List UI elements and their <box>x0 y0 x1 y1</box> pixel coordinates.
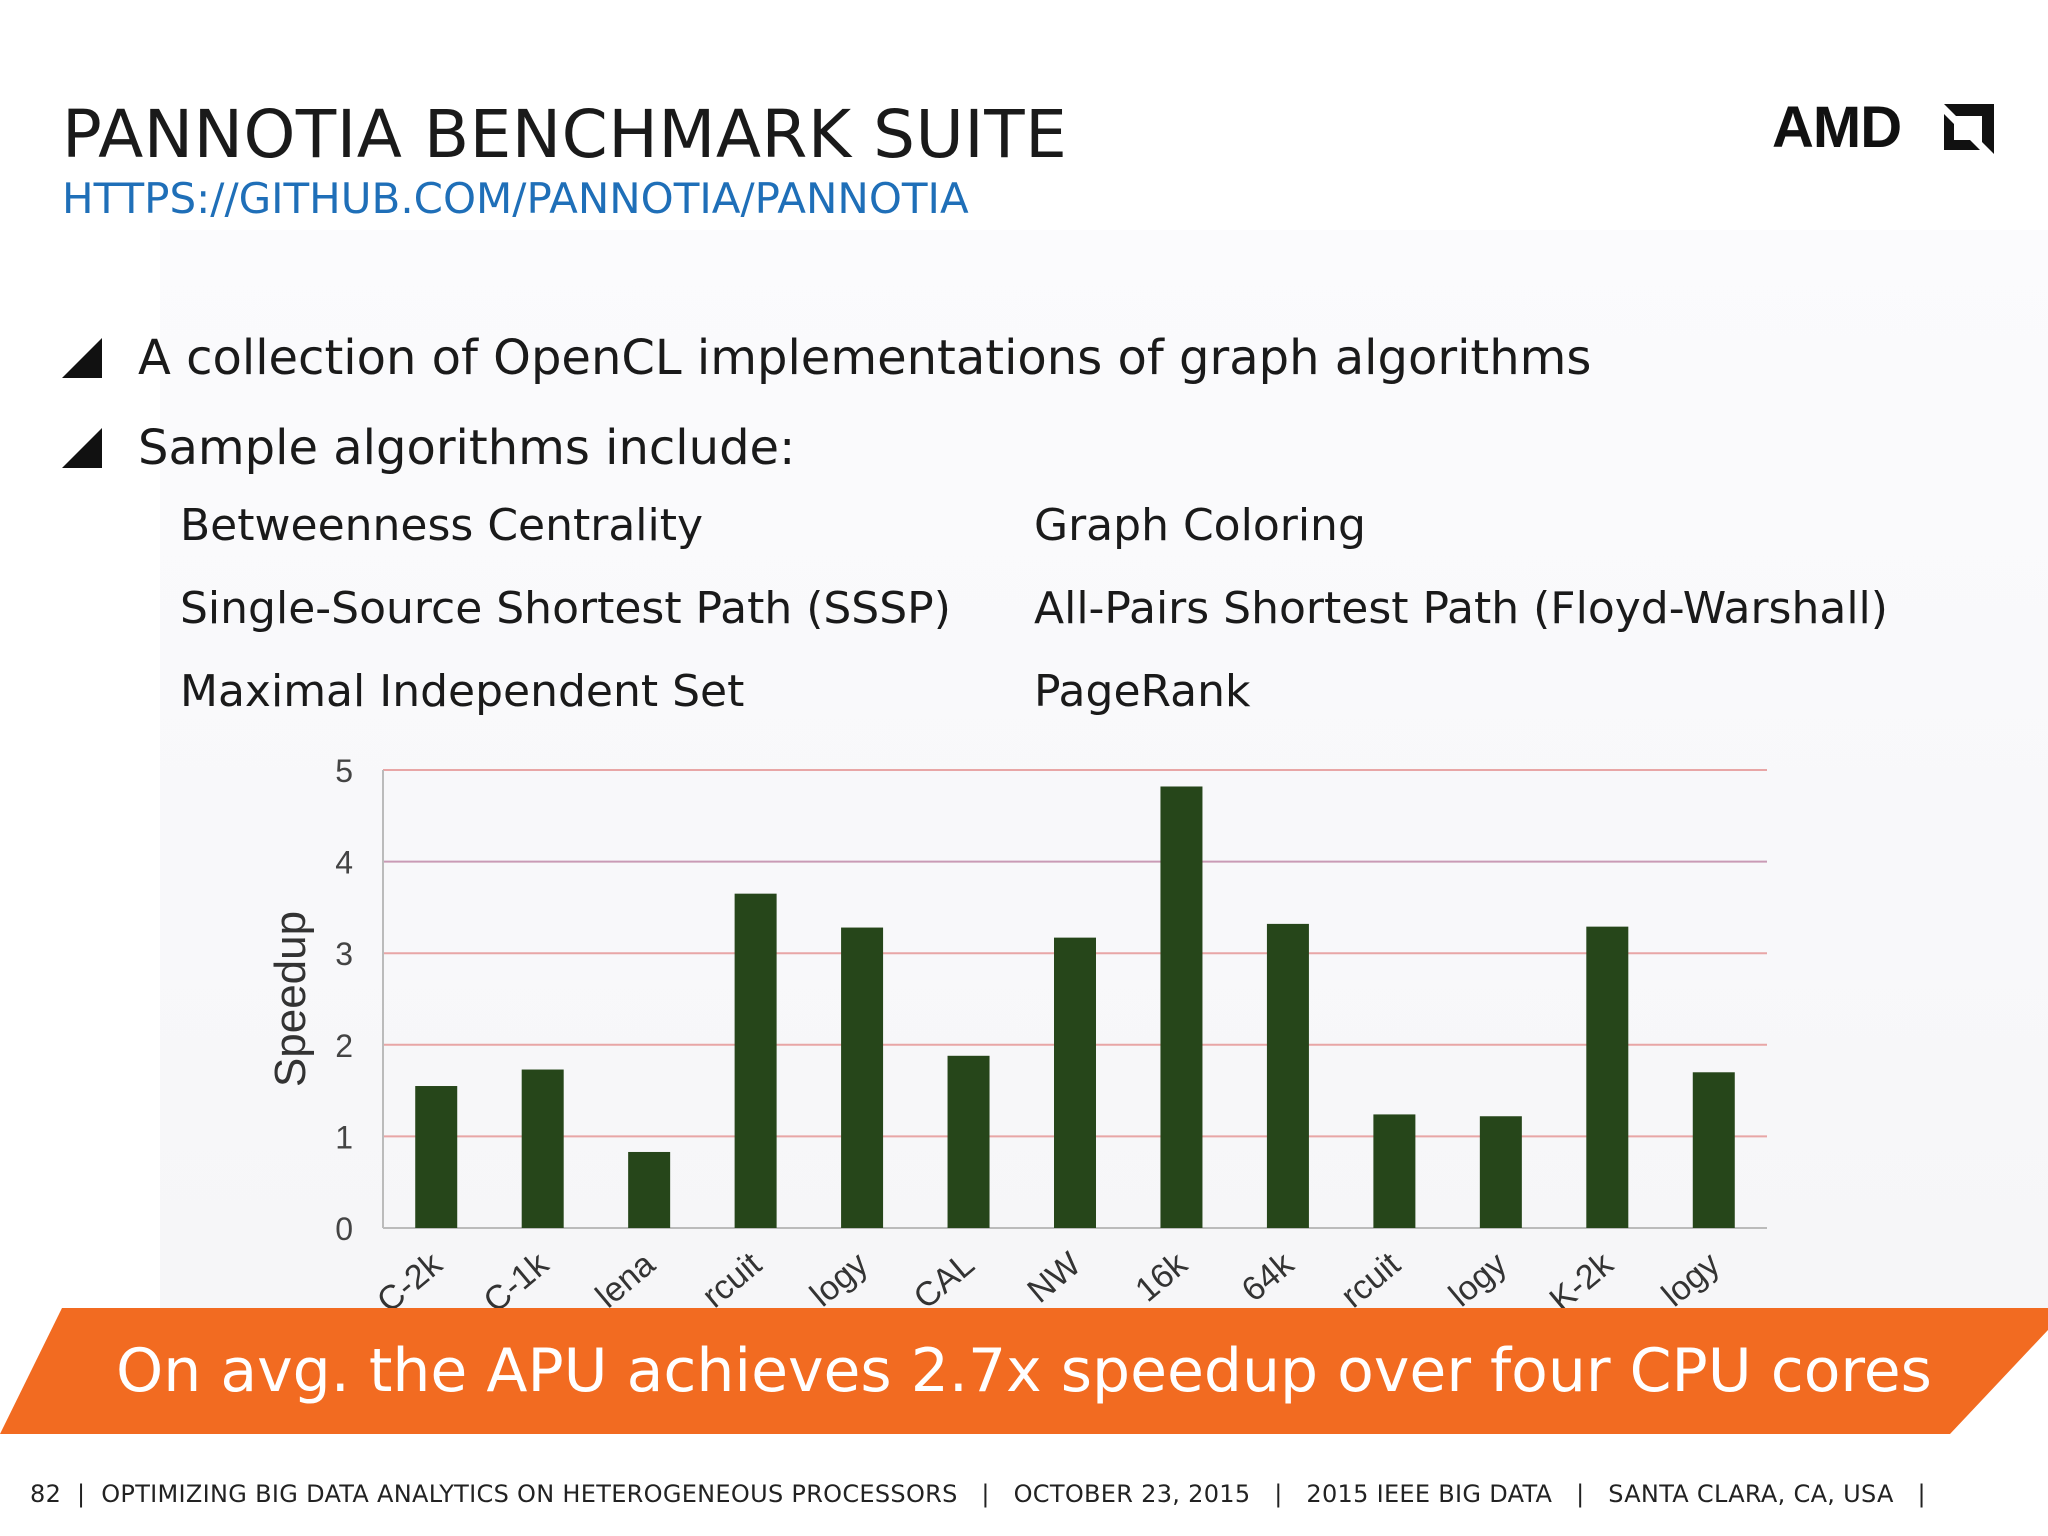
algorithm-item: PageRank <box>1034 666 1251 717</box>
y-tick-label: 2 <box>335 1028 353 1064</box>
summary-banner-text: On avg. the APU achieves 2.7x speedup ov… <box>116 1336 1932 1406</box>
x-tick-label: 16k <box>1128 1244 1195 1309</box>
bar <box>841 927 884 1228</box>
x-tick-label: CAL <box>907 1245 982 1317</box>
triangle-bullet-icon <box>62 428 102 468</box>
bar <box>734 893 777 1228</box>
y-tick-label: 0 <box>335 1211 353 1247</box>
y-tick-label: 1 <box>335 1119 353 1155</box>
x-tick-label: logy <box>803 1245 875 1314</box>
bar <box>415 1086 458 1228</box>
bar <box>1054 937 1096 1228</box>
amd-logo-text: AMD <box>1772 95 1902 160</box>
bar <box>947 1055 990 1228</box>
bar <box>1586 926 1629 1228</box>
bar <box>1373 1114 1416 1228</box>
slide-title: PANNOTIA BENCHMARK SUITE <box>62 96 1068 173</box>
bullet-item: A collection of OpenCL implementations o… <box>62 330 1591 386</box>
algorithm-item: Graph Coloring <box>1034 500 1366 551</box>
bullet-text: Sample algorithms include: <box>138 420 796 476</box>
algorithm-item: Betweenness Centrality <box>180 500 704 551</box>
y-tick-label: 4 <box>335 845 353 881</box>
bar <box>1160 786 1203 1228</box>
x-tick-label: NW <box>1020 1245 1088 1311</box>
bar <box>521 1069 564 1228</box>
x-tick-label: 64k <box>1235 1244 1302 1309</box>
y-tick-label: 5 <box>335 753 353 789</box>
y-axis-label: Speedup <box>266 911 315 1087</box>
bar <box>1266 923 1309 1228</box>
x-tick-label: rcuit <box>1334 1245 1408 1316</box>
algorithm-item: Single-Source Shortest Path (SSSP) <box>180 583 951 634</box>
slide-footer: 82 | OPTIMIZING BIG DATA ANALYTICS ON HE… <box>30 1480 1926 1508</box>
algorithm-item: All-Pairs Shortest Path (Floyd-Warshall) <box>1034 583 1888 634</box>
y-tick-label: 3 <box>335 936 353 972</box>
amd-arrow-icon <box>1944 104 1994 154</box>
algorithm-item: Maximal Independent Set <box>180 666 745 717</box>
bullet-item: Sample algorithms include: <box>62 420 795 476</box>
bar <box>1692 1072 1735 1228</box>
github-link[interactable]: HTTPS://GITHUB.COM/PANNOTIA/PANNOTIA <box>62 174 969 223</box>
summary-banner <box>0 1308 2048 1434</box>
bullet-text: A collection of OpenCL implementations o… <box>138 330 1592 386</box>
bar <box>628 1151 671 1228</box>
x-tick-label: lena <box>589 1245 663 1315</box>
amd-logo: AMD <box>1772 95 1994 160</box>
bar <box>1479 1116 1522 1228</box>
x-tick-label: rcuit <box>695 1245 769 1316</box>
x-tick-label: logy <box>1442 1245 1514 1314</box>
triangle-bullet-icon <box>62 338 102 378</box>
x-tick-label: logy <box>1655 1245 1727 1314</box>
